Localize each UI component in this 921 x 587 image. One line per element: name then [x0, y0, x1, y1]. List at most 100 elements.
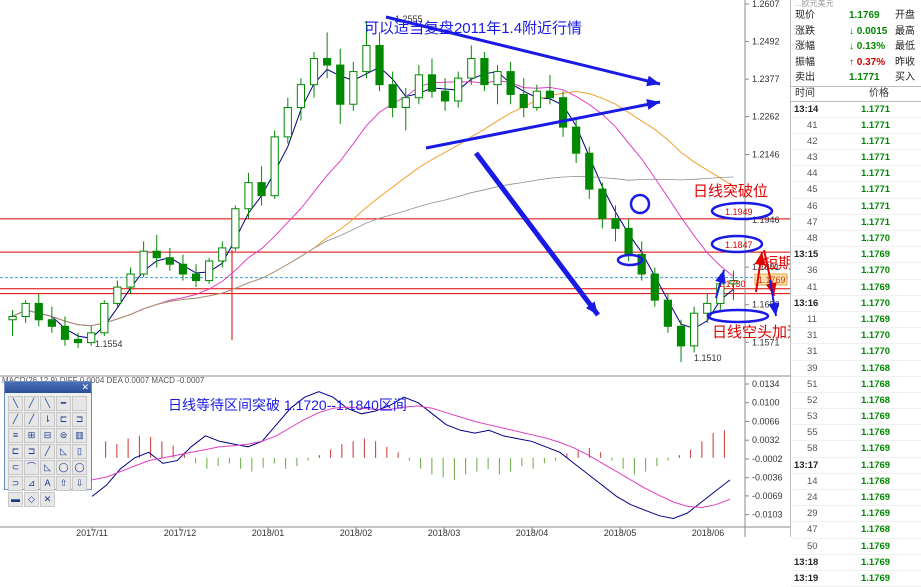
toolbox-tool-29[interactable]: ⇧: [56, 476, 71, 491]
quote-value: ↓ 0.0015: [849, 24, 887, 40]
candle-body: [258, 183, 265, 196]
quote-label: 现价: [795, 8, 815, 24]
tick-time: 36: [807, 263, 818, 278]
toolbox-tool-24[interactable]: ◯: [56, 460, 71, 475]
quote-right-label: 昨收: [895, 55, 915, 71]
toolbox-tool-27[interactable]: ⊿: [24, 476, 39, 491]
candle-body: [48, 320, 55, 327]
candle-body: [9, 316, 16, 319]
candle-body: [546, 91, 553, 98]
tick-price: 1.1769: [861, 425, 890, 440]
toolbox-tool-26[interactable]: ⊃: [8, 476, 23, 491]
tick-price: 1.1769: [861, 539, 890, 554]
toolbox-tool-30[interactable]: ⇩: [72, 476, 87, 491]
level-1847-label: 1.1847: [725, 240, 753, 250]
toolbox-tool-20[interactable]: ▯: [72, 444, 87, 459]
quote-label: 振幅: [795, 55, 815, 71]
toolbox-tool-11[interactable]: ≡: [8, 428, 23, 443]
toolbox-tool-28[interactable]: A: [40, 476, 55, 491]
candle-body: [651, 274, 658, 300]
time-tick-label: 2018/04: [516, 528, 549, 537]
macd-tick-label: 0.0032: [752, 435, 780, 445]
toolbox-tool-2[interactable]: ╱: [24, 396, 39, 411]
toolbox-tool-21[interactable]: ⊂: [8, 460, 23, 475]
toolbox-tool-12[interactable]: ⊞: [24, 428, 39, 443]
tick-time: 31: [807, 328, 818, 343]
toolbox-grid: ╲╱╲━╱╱⇂⊏⊐≡⊞⊟⊜▥⊏⊐╱◺▯⊂⌒◺◯◯⊃⊿A⇧⇩▬◇✕: [5, 393, 91, 510]
candle-body: [127, 274, 134, 287]
toolbox-tool-17[interactable]: ⊐: [24, 444, 39, 459]
quote-label: 涨幅: [795, 39, 815, 55]
tick-price: 1.1769: [861, 441, 890, 456]
tick-price: 1.1771: [861, 166, 890, 181]
toolbox-tool-15[interactable]: ▥: [72, 428, 87, 443]
toolbox-tool-32[interactable]: ◇: [24, 492, 39, 507]
tick-time: 41: [807, 118, 818, 133]
toolbox-titlebar[interactable]: ✕: [5, 382, 91, 393]
tick-header-price: 价格: [869, 87, 889, 101]
tick-time: 13:16: [794, 296, 818, 311]
candle-body: [297, 85, 304, 108]
candle-body: [402, 98, 409, 108]
quote-value: ↑ 0.37%: [849, 55, 885, 71]
toolbox-tool-7[interactable]: ╱: [24, 412, 39, 427]
tick-time: 31: [807, 344, 818, 359]
toolbox-tool-19[interactable]: ◺: [56, 444, 71, 459]
toolbox-tool-8[interactable]: ⇂: [40, 412, 55, 427]
tick-time: 51: [807, 377, 818, 392]
candle-body: [533, 91, 540, 107]
candle-body: [166, 258, 173, 265]
candle-body: [494, 72, 501, 85]
candle-body: [337, 65, 344, 104]
candle-body: [363, 45, 370, 71]
tick-price: 1.1770: [861, 231, 890, 246]
candle-body: [74, 339, 81, 342]
toolbox-tool-6[interactable]: ╱: [8, 412, 23, 427]
tick-time: 11: [807, 312, 817, 327]
candle-body: [573, 127, 580, 153]
toolbox-tool-5[interactable]: [72, 396, 87, 411]
toolbox-tool-25[interactable]: ◯: [72, 460, 87, 475]
drawing-toolbox[interactable]: ✕ ╲╱╲━╱╱⇂⊏⊐≡⊞⊟⊜▥⊏⊐╱◺▯⊂⌒◺◯◯⊃⊿A⇧⇩▬◇✕: [4, 381, 92, 490]
toolbox-tool-3[interactable]: ╲: [40, 396, 55, 411]
toolbox-tool-33[interactable]: ✕: [40, 492, 55, 507]
toolbox-tool-10[interactable]: ⊐: [72, 412, 87, 427]
quote-value: ↓ 0.13%: [849, 39, 885, 55]
toolbox-tool-14[interactable]: ⊜: [56, 428, 71, 443]
toolbox-tool-4[interactable]: ━: [56, 396, 71, 411]
toolbox-tool-1[interactable]: ╲: [8, 396, 23, 411]
time-tick-label: 2018/01: [252, 528, 285, 537]
tick-time: 42: [807, 134, 818, 149]
toolbox-tool-22[interactable]: ⌒: [24, 460, 39, 475]
tick-row: 14 1.1768: [791, 474, 921, 490]
tick-price: 1.1769: [861, 409, 890, 424]
price-tick-label: 1.2607: [752, 0, 780, 9]
tick-time: 14: [807, 474, 818, 489]
toolbox-tool-13[interactable]: ⊟: [40, 428, 55, 443]
candle-body: [586, 153, 593, 189]
candle-body: [245, 183, 252, 209]
quote-label: 涨跌: [795, 24, 815, 40]
toolbox-close-icon[interactable]: ✕: [81, 382, 89, 393]
toolbox-tool-23[interactable]: ◺: [40, 460, 55, 475]
tick-header: 时间 价格: [791, 86, 921, 102]
toolbox-tool-9[interactable]: ⊏: [56, 412, 71, 427]
toolbox-tool-16[interactable]: ⊏: [8, 444, 23, 459]
time-tick-label: 2018/06: [692, 528, 725, 537]
toolbox-tool-18[interactable]: ╱: [40, 444, 55, 459]
tick-price: 1.1768: [861, 474, 890, 489]
candle-body: [691, 313, 698, 346]
candle-body: [625, 228, 632, 254]
toolbox-tool-31[interactable]: ▬: [8, 492, 23, 507]
